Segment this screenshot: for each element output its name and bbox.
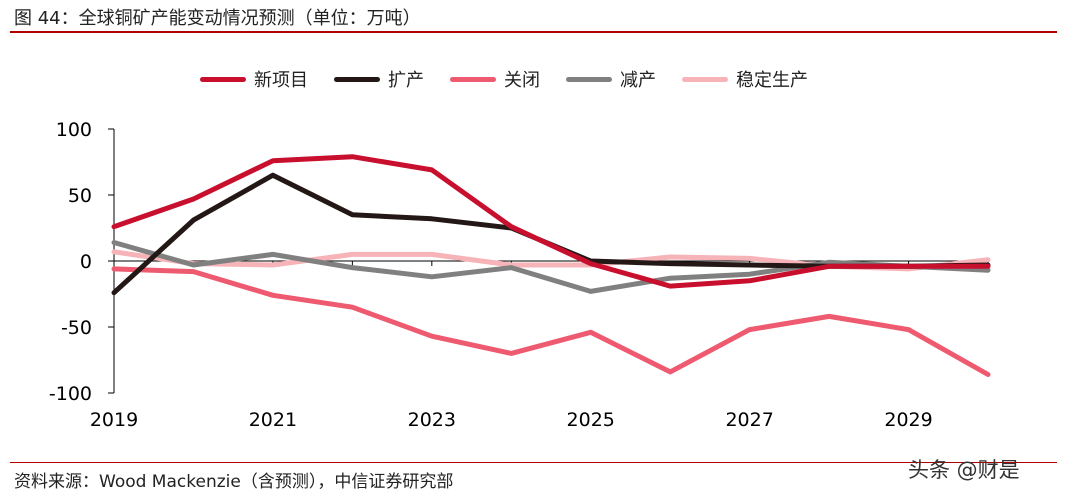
series-line-3 <box>111 240 991 294</box>
watermark: 头条 @财是 <box>908 458 1020 482</box>
legend-swatch <box>682 76 728 82</box>
footer-divider <box>10 462 1057 463</box>
x-tick-label: 2025 <box>567 409 615 431</box>
x-tick-label: 2027 <box>725 409 773 431</box>
legend-swatch <box>566 76 612 82</box>
legend-label: 关闭 <box>504 70 540 91</box>
legend-item: 关闭 <box>450 66 540 92</box>
series-line-2 <box>111 266 991 377</box>
legend-label: 扩产 <box>388 70 424 91</box>
x-tick-label: 2019 <box>90 409 138 431</box>
title-divider <box>10 31 1057 33</box>
x-tick-label: 2029 <box>884 409 932 431</box>
y-tick-label: 0 <box>80 251 92 273</box>
chart-title: 图 44：全球铜矿产能变动情况预测（单位：万吨） <box>14 8 421 29</box>
x-tick-label: 2023 <box>408 409 456 431</box>
source-note: 资料来源：Wood Mackenzie（含预测），中信证券研究部 <box>14 472 454 492</box>
legend: 新项目 扩产 关闭 减产 稳定生产 <box>200 66 808 92</box>
legend-label: 新项目 <box>254 70 308 91</box>
series-line-0 <box>111 154 991 289</box>
y-tick-label: -100 <box>49 383 92 405</box>
legend-label: 减产 <box>620 70 656 91</box>
legend-swatch <box>334 76 380 82</box>
legend-item: 稳定生产 <box>682 66 808 92</box>
y-tick-label: 100 <box>56 119 92 141</box>
legend-label: 稳定生产 <box>736 70 808 91</box>
legend-item: 减产 <box>566 66 656 92</box>
legend-item: 扩产 <box>334 66 424 92</box>
legend-swatch <box>200 76 246 82</box>
x-tick-label: 2021 <box>249 409 297 431</box>
y-tick-label: 50 <box>68 185 92 207</box>
legend-swatch <box>450 76 496 82</box>
series-line-1 <box>111 172 991 296</box>
legend-item: 新项目 <box>200 66 308 92</box>
y-tick-label: -50 <box>61 317 92 339</box>
